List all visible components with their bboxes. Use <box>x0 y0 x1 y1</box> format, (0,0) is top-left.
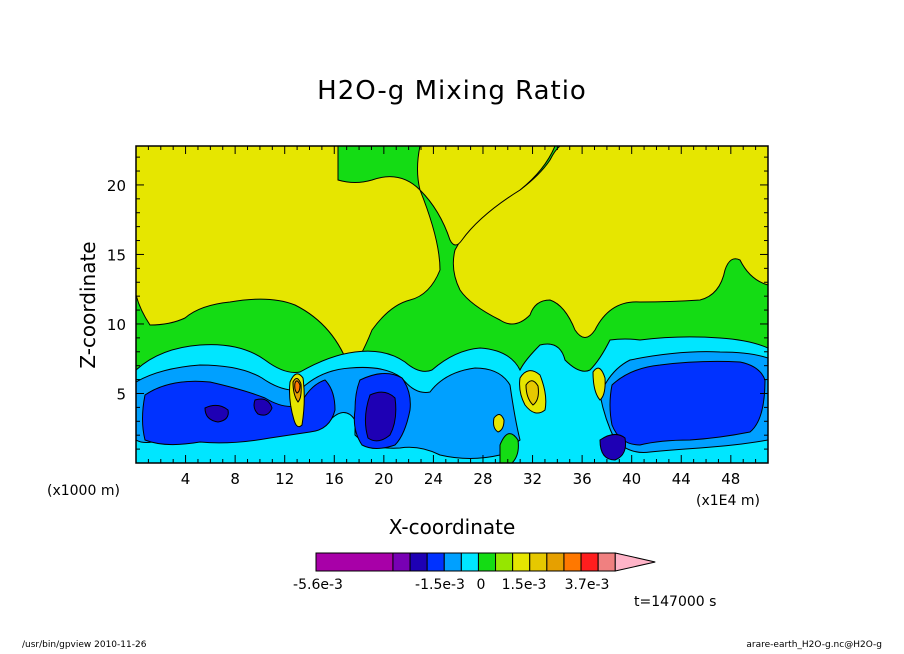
colorbar-segment <box>597 552 616 572</box>
colorbar-segment <box>426 552 445 572</box>
colorbar-segment <box>477 552 497 572</box>
x-tick-label: 8 <box>230 470 240 488</box>
contour-band-red-core <box>294 380 301 394</box>
y-axis-ticks: 5 10 15 20 <box>107 156 768 450</box>
x-tick-label: 12 <box>275 470 294 488</box>
x-unit-left: (x1000 m) <box>47 483 120 499</box>
x-tick-label: 36 <box>573 470 592 488</box>
colorbar-label: 1.5e-3 <box>502 577 547 593</box>
contour-band-yellow-top-mid <box>417 146 556 246</box>
colorbar-segment <box>529 552 548 572</box>
x-tick-label: 44 <box>672 470 691 488</box>
footer-left: /usr/bin/gpview 2010-11-26 <box>22 640 147 650</box>
colorbar-segment <box>495 552 514 572</box>
contour-band-navy-3 <box>364 391 397 442</box>
colorbar-label: 0 <box>477 577 486 593</box>
x-tick-label: 4 <box>181 470 191 488</box>
contour-band-yellow-blob-2 <box>592 367 606 401</box>
contour-band-green-lower <box>499 433 519 463</box>
x-tick-label: 20 <box>374 470 393 488</box>
colorbar-label: -5.6e-3 <box>293 577 343 593</box>
contour-band-navy-1 <box>204 404 229 423</box>
x-unit-right: (x1E4 m) <box>696 493 760 509</box>
colorbar-extension-arrow <box>614 552 656 572</box>
colorbar-segment <box>580 552 599 572</box>
x-tick-label: 24 <box>424 470 443 488</box>
contour-band-blue-left <box>142 379 336 446</box>
contour-band-orange-blob-1 <box>525 380 539 406</box>
contour-band-yellow-blob-3 <box>493 414 505 433</box>
x-axis-ticks: 4 8 12 16 20 24 28 32 36 40 44 48 <box>147 146 757 488</box>
x-tick-label: 48 <box>721 470 740 488</box>
time-label: t=147000 s <box>634 594 717 610</box>
x-tick-label: 28 <box>473 470 492 488</box>
colorbar-segment <box>563 552 582 572</box>
y-tick-label: 5 <box>116 385 126 403</box>
colorbar: -5.6e-3 -1.5e-3 0 1.5e-3 3.7e-3 <box>293 552 656 593</box>
colorbar-segment <box>460 552 479 572</box>
x-tick-label: 16 <box>325 470 344 488</box>
contour-band-navy-2 <box>253 398 273 416</box>
x-tick-label: 32 <box>523 470 542 488</box>
colorbar-segment <box>443 552 462 572</box>
y-axis-label: Z-coordinate <box>76 241 100 369</box>
colorbar-segment <box>392 552 411 572</box>
y-tick-label: 10 <box>107 316 126 334</box>
x-tick-label: 40 <box>622 470 641 488</box>
y-tick-label: 20 <box>107 177 126 195</box>
contour-band-blue-right <box>609 360 766 446</box>
footer-right: arare-earth_H2O-g.nc@H2O-g <box>746 640 882 650</box>
colorbar-segment <box>315 552 394 572</box>
chart-title: H2O-g Mixing Ratio <box>317 76 587 106</box>
y-tick-label: 15 <box>107 246 126 264</box>
contour-band-navy-4 <box>599 434 626 461</box>
plot-frame <box>135 145 769 464</box>
colorbar-segment <box>512 552 531 572</box>
colorbar-label: 3.7e-3 <box>565 577 610 593</box>
colorbar-segment <box>546 552 565 572</box>
colorbar-label: -1.5e-3 <box>415 577 465 593</box>
x-axis-label: X-coordinate <box>388 515 516 539</box>
colorbar-segment <box>409 552 428 572</box>
